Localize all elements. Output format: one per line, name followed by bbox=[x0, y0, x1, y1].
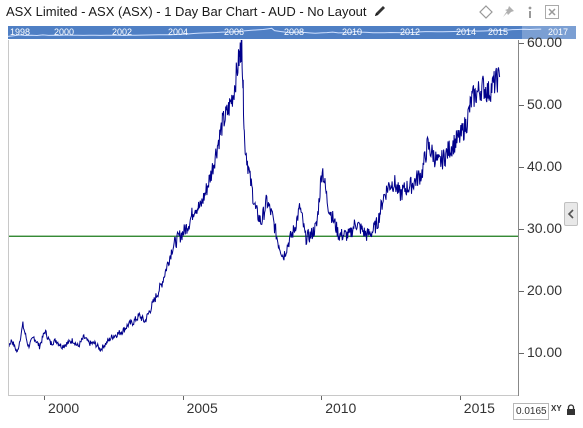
y-tick-label: 10.00 bbox=[527, 343, 563, 360]
x-tick-mark bbox=[182, 396, 184, 400]
y-tick-mark bbox=[519, 352, 524, 354]
navigator-year: 2008 bbox=[284, 27, 305, 37]
navigator-selection[interactable] bbox=[522, 26, 576, 39]
x-tick-label: 2005 bbox=[186, 400, 218, 416]
price-chart[interactable] bbox=[9, 40, 519, 396]
pin-icon[interactable] bbox=[500, 4, 516, 20]
x-tick-label: 2015 bbox=[463, 400, 495, 416]
x-tick-mark bbox=[459, 396, 461, 400]
navigator-year: 2014 bbox=[456, 27, 477, 37]
y-tick-mark bbox=[519, 43, 524, 45]
navigator-strip[interactable]: 1998 2000 2002 2004 2006 2008 2010 2012 … bbox=[8, 26, 576, 39]
x-axis[interactable]: 2000 2005 2010 2015 bbox=[8, 396, 518, 424]
navigator-year: 2015 bbox=[488, 27, 509, 37]
navigator-year: 2004 bbox=[168, 27, 189, 37]
navigator-year: 2006 bbox=[224, 27, 245, 37]
close-icon[interactable] bbox=[544, 4, 560, 20]
price-series-line[interactable] bbox=[9, 40, 501, 390]
y-axis[interactable]: 10.00 20.00 30.00 40.00 50.00 60.00 bbox=[518, 34, 576, 396]
navigator-year: 1998 bbox=[10, 27, 31, 37]
y-tick-mark bbox=[519, 228, 524, 230]
value-readout: 0.0165 bbox=[513, 403, 549, 420]
navigator-year: 2010 bbox=[342, 27, 363, 37]
x-tick-label: 2010 bbox=[325, 400, 357, 416]
plot-area[interactable] bbox=[8, 40, 519, 396]
y-tick-label: 60.00 bbox=[527, 34, 563, 51]
navigator-year: 2000 bbox=[54, 27, 75, 37]
diamond-icon[interactable] bbox=[478, 4, 494, 20]
navigator-overview-line bbox=[8, 27, 542, 37]
lock-icon[interactable] bbox=[566, 404, 576, 416]
x-tick-label: 2000 bbox=[48, 400, 80, 416]
y-tick-label: 50.00 bbox=[527, 96, 563, 112]
y-tick-mark bbox=[519, 290, 524, 292]
navigator-year: 2002 bbox=[112, 27, 133, 37]
chevron-left-icon bbox=[567, 209, 574, 219]
info-icon[interactable] bbox=[522, 4, 538, 20]
y-tick-label: 20.00 bbox=[527, 281, 563, 298]
y-tick-mark bbox=[519, 105, 524, 106]
pencil-edit-icon[interactable] bbox=[372, 3, 388, 19]
title-bar: ASX Limited - ASX (ASX) - 1 Day Bar Char… bbox=[0, 0, 583, 26]
y-tick-mark bbox=[519, 166, 524, 168]
xy-toggle-button[interactable]: XY bbox=[551, 404, 562, 413]
expand-panel-button[interactable] bbox=[564, 202, 578, 226]
x-tick-mark bbox=[321, 396, 323, 400]
window-title: ASX Limited - ASX (ASX) - 1 Day Bar Char… bbox=[6, 4, 367, 19]
navigator-year: 2017 bbox=[548, 27, 569, 37]
y-tick-label: 40.00 bbox=[527, 157, 563, 174]
x-tick-mark bbox=[44, 396, 46, 400]
y-tick-label: 30.00 bbox=[527, 219, 563, 236]
navigator-year: 2012 bbox=[400, 27, 421, 37]
